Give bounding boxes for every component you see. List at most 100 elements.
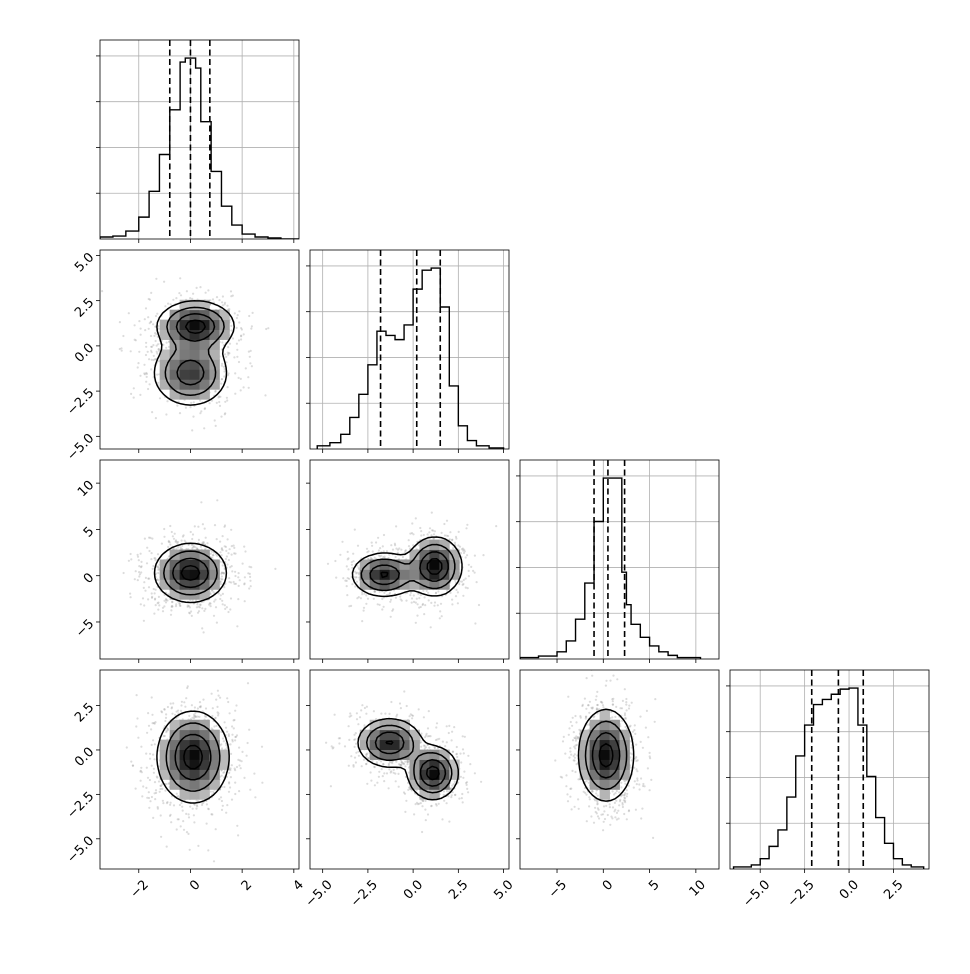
scatter-point bbox=[143, 581, 145, 583]
scatter-point bbox=[253, 773, 255, 775]
scatter-point bbox=[224, 401, 226, 403]
scatter-point bbox=[191, 538, 193, 540]
scatter-point bbox=[154, 798, 156, 800]
scatter-point bbox=[438, 738, 440, 740]
scatter-point bbox=[219, 551, 221, 553]
scatter-point bbox=[155, 417, 157, 419]
scatter-point bbox=[226, 804, 228, 806]
density-cell bbox=[200, 369, 210, 379]
scatter-point bbox=[190, 402, 192, 404]
scatter-point bbox=[325, 742, 327, 744]
scatter-point bbox=[439, 617, 441, 619]
scatter-point bbox=[174, 533, 176, 535]
scatter-point bbox=[197, 845, 199, 847]
scatter-point bbox=[466, 784, 468, 786]
scatter-point bbox=[158, 604, 160, 606]
scatter-point bbox=[476, 581, 478, 583]
scatter-point bbox=[237, 759, 239, 761]
scatter-point bbox=[462, 801, 464, 803]
scatter-point bbox=[351, 583, 353, 585]
scatter-point bbox=[355, 576, 357, 578]
scatter-point bbox=[249, 576, 251, 578]
scatter-point bbox=[350, 715, 352, 717]
scatter-point bbox=[226, 563, 228, 565]
density-cell bbox=[209, 569, 219, 579]
scatter-point bbox=[234, 782, 236, 784]
scatter-point bbox=[146, 767, 148, 769]
scatter-point bbox=[348, 605, 350, 607]
scatter-point bbox=[428, 599, 430, 601]
scatter-point bbox=[366, 548, 368, 550]
scatter-point bbox=[348, 725, 350, 727]
scatter-point bbox=[167, 729, 169, 731]
scatter-point bbox=[443, 523, 445, 525]
scatter-point bbox=[211, 715, 213, 717]
scatter-point bbox=[136, 717, 138, 719]
scatter-point bbox=[424, 736, 426, 738]
scatter-point bbox=[383, 606, 385, 608]
density-cell bbox=[400, 730, 410, 740]
scatter-point bbox=[149, 753, 151, 755]
scatter-point bbox=[465, 578, 467, 580]
scatter-point bbox=[236, 356, 238, 358]
scatter-point bbox=[393, 772, 395, 774]
scatter-point bbox=[140, 561, 142, 563]
scatter-point bbox=[416, 615, 418, 617]
scatter-point bbox=[465, 527, 467, 529]
scatter-point bbox=[123, 572, 125, 574]
histogram-panel-2 bbox=[516, 460, 719, 663]
scatter-point bbox=[436, 722, 438, 724]
scatter-point bbox=[418, 708, 420, 710]
scatter-point bbox=[357, 723, 359, 725]
scatter-point bbox=[189, 606, 191, 608]
scatter-point bbox=[157, 572, 159, 574]
density-cell bbox=[410, 750, 420, 760]
scatter-point bbox=[196, 606, 198, 608]
scatter-point bbox=[146, 547, 148, 549]
scatter-point bbox=[228, 733, 230, 735]
scatter-point bbox=[383, 550, 385, 552]
scatter-point bbox=[222, 772, 224, 774]
scatter-point bbox=[378, 771, 380, 773]
scatter-point bbox=[160, 836, 162, 838]
scatter-point bbox=[231, 545, 233, 547]
scatter-point bbox=[237, 834, 239, 836]
scatter-point bbox=[192, 808, 194, 810]
panel-frame bbox=[520, 460, 719, 659]
scatter-point bbox=[407, 761, 409, 763]
scatter-point bbox=[221, 775, 223, 777]
scatter-point bbox=[356, 581, 358, 583]
scatter-point bbox=[381, 598, 383, 600]
scatter-point bbox=[154, 781, 156, 783]
scatter-point bbox=[229, 566, 231, 568]
scatter-point bbox=[398, 786, 400, 788]
histogram-grid-0 bbox=[100, 40, 299, 239]
scatter-point bbox=[165, 413, 167, 415]
scatter-point bbox=[212, 707, 214, 709]
density-cell bbox=[180, 320, 190, 330]
scatter-point bbox=[212, 298, 214, 300]
scatter-point bbox=[417, 603, 419, 605]
scatter-point bbox=[404, 793, 406, 795]
scatter-point bbox=[413, 594, 415, 596]
scatter-point bbox=[172, 299, 174, 301]
scatter-point bbox=[170, 303, 172, 305]
scatter-point bbox=[449, 531, 451, 533]
scatter-point bbox=[443, 800, 445, 802]
scatter-point bbox=[240, 338, 242, 340]
scatter-point bbox=[157, 609, 159, 611]
scatter-point bbox=[180, 547, 182, 549]
density-cell bbox=[200, 730, 210, 740]
scatter-point bbox=[129, 593, 131, 595]
scatter-point bbox=[219, 598, 221, 600]
scatter-point bbox=[433, 605, 435, 607]
scatter-point bbox=[353, 734, 355, 736]
scatter-point bbox=[399, 702, 401, 704]
scatter-point bbox=[147, 712, 149, 714]
scatter-point bbox=[423, 613, 425, 615]
scatter-point bbox=[373, 766, 375, 768]
scatter-point bbox=[193, 821, 195, 823]
scatter-point bbox=[420, 733, 422, 735]
scatter-point bbox=[176, 828, 178, 830]
scatter-point bbox=[135, 725, 137, 727]
